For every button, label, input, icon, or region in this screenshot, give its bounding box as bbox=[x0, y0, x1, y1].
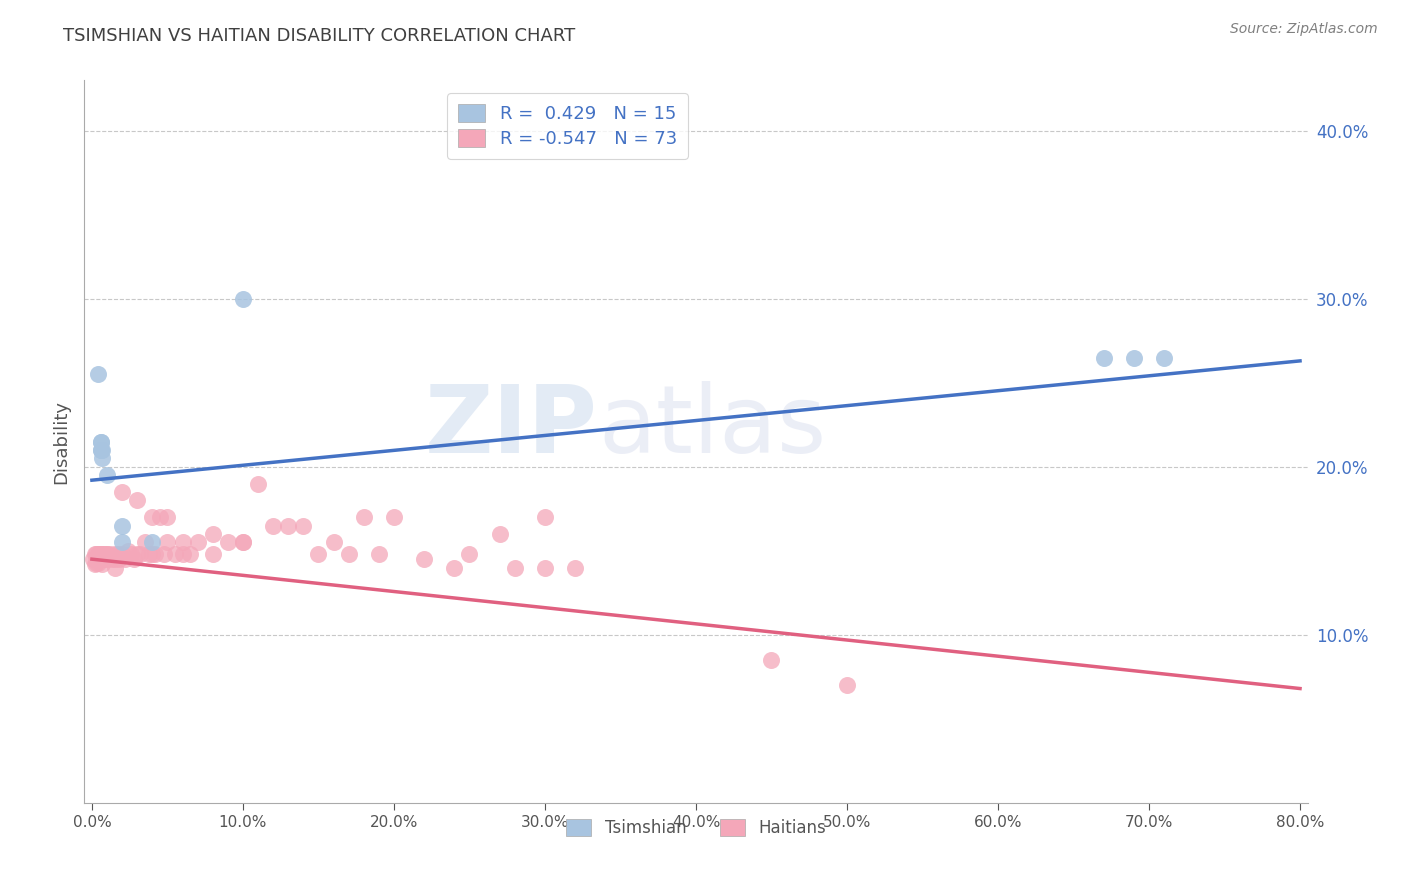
Point bbox=[117, 543, 139, 558]
Point bbox=[86, 556, 108, 570]
Point bbox=[90, 552, 112, 566]
Point bbox=[534, 510, 557, 524]
Point bbox=[141, 547, 163, 561]
Point bbox=[163, 547, 186, 561]
Point bbox=[262, 518, 284, 533]
Point bbox=[96, 547, 118, 561]
Point bbox=[87, 368, 110, 382]
Legend: Tsimshian, Haitians: Tsimshian, Haitians bbox=[558, 810, 834, 845]
Point bbox=[1153, 351, 1175, 365]
Point bbox=[122, 552, 145, 566]
Point bbox=[86, 547, 108, 561]
Point bbox=[443, 560, 465, 574]
Point bbox=[503, 560, 526, 574]
Point bbox=[90, 434, 112, 449]
Point bbox=[488, 527, 510, 541]
Point bbox=[138, 547, 160, 561]
Point bbox=[91, 547, 114, 561]
Point bbox=[114, 552, 136, 566]
Point bbox=[91, 451, 114, 466]
Point bbox=[172, 547, 194, 561]
Point bbox=[292, 518, 315, 533]
Point bbox=[367, 547, 389, 561]
Point bbox=[103, 547, 125, 561]
Point bbox=[89, 547, 111, 561]
Point bbox=[127, 547, 149, 561]
Point bbox=[111, 535, 134, 549]
Point bbox=[353, 510, 375, 524]
Point bbox=[93, 552, 115, 566]
Point bbox=[96, 552, 118, 566]
Point bbox=[127, 493, 149, 508]
Point bbox=[534, 560, 557, 574]
Point bbox=[129, 547, 152, 561]
Point bbox=[458, 547, 481, 561]
Point bbox=[232, 292, 254, 306]
Point bbox=[91, 558, 114, 572]
Point bbox=[149, 510, 172, 524]
Point bbox=[120, 547, 142, 561]
Point bbox=[413, 552, 436, 566]
Point bbox=[103, 560, 125, 574]
Point bbox=[172, 535, 194, 549]
Point bbox=[564, 560, 586, 574]
Point bbox=[156, 535, 179, 549]
Point bbox=[322, 535, 344, 549]
Point bbox=[141, 535, 163, 549]
Point bbox=[90, 547, 112, 561]
Point bbox=[382, 510, 405, 524]
Point bbox=[90, 442, 112, 457]
Point bbox=[90, 434, 112, 449]
Point bbox=[143, 547, 166, 561]
Point bbox=[89, 552, 111, 566]
Point bbox=[87, 547, 110, 561]
Point bbox=[201, 547, 224, 561]
Point bbox=[1092, 351, 1115, 365]
Point bbox=[134, 535, 156, 549]
Point bbox=[96, 468, 118, 483]
Point bbox=[98, 547, 121, 561]
Point bbox=[141, 510, 163, 524]
Point bbox=[761, 653, 783, 667]
Point bbox=[93, 547, 115, 561]
Point bbox=[337, 547, 360, 561]
Point bbox=[111, 518, 134, 533]
Point bbox=[247, 476, 270, 491]
Text: TSIMSHIAN VS HAITIAN DISABILITY CORRELATION CHART: TSIMSHIAN VS HAITIAN DISABILITY CORRELAT… bbox=[63, 27, 575, 45]
Point bbox=[217, 535, 239, 549]
Point bbox=[84, 547, 107, 561]
Point bbox=[84, 558, 107, 572]
Point bbox=[100, 552, 122, 566]
Point bbox=[82, 552, 104, 566]
Point bbox=[179, 547, 201, 561]
Point bbox=[87, 556, 110, 570]
Point bbox=[307, 547, 329, 561]
Point bbox=[153, 547, 176, 561]
Point bbox=[107, 547, 129, 561]
Point bbox=[156, 510, 179, 524]
Y-axis label: Disability: Disability bbox=[52, 400, 70, 483]
Point bbox=[201, 527, 224, 541]
Point bbox=[187, 535, 209, 549]
Point bbox=[232, 535, 254, 549]
Point bbox=[111, 547, 134, 561]
Text: ZIP: ZIP bbox=[425, 381, 598, 473]
Point bbox=[1122, 351, 1144, 365]
Point bbox=[277, 518, 299, 533]
Point bbox=[835, 678, 858, 692]
Text: atlas: atlas bbox=[598, 381, 827, 473]
Point bbox=[103, 552, 125, 566]
Point bbox=[108, 552, 131, 566]
Point bbox=[94, 547, 117, 561]
Text: Source: ZipAtlas.com: Source: ZipAtlas.com bbox=[1230, 22, 1378, 37]
Point bbox=[91, 442, 114, 457]
Point bbox=[111, 485, 134, 500]
Point bbox=[90, 442, 112, 457]
Point bbox=[232, 535, 254, 549]
